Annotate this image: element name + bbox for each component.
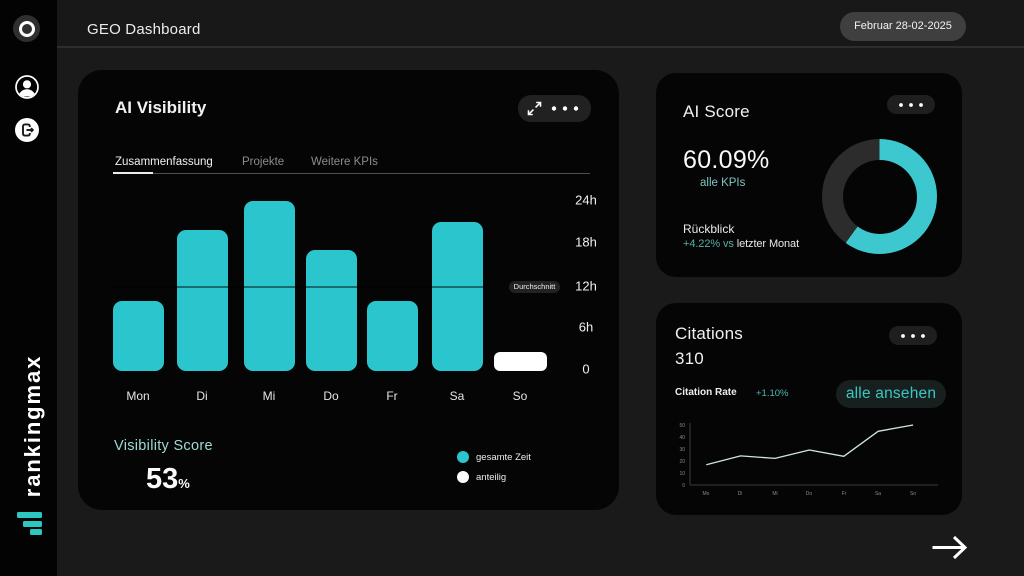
svg-text:Mi: Mi <box>772 491 777 497</box>
svg-text:Sa: Sa <box>875 491 881 497</box>
svg-text:50: 50 <box>679 423 685 429</box>
svg-text:0: 0 <box>682 483 685 489</box>
svg-text:So: So <box>910 491 916 497</box>
svg-text:Mo: Mo <box>703 491 710 497</box>
svg-text:Do: Do <box>806 491 813 497</box>
svg-text:Di: Di <box>738 491 743 497</box>
svg-text:40: 40 <box>679 435 685 441</box>
svg-text:20: 20 <box>679 459 685 465</box>
svg-text:30: 30 <box>679 447 685 453</box>
svg-text:Fr: Fr <box>842 491 847 497</box>
svg-text:10: 10 <box>679 471 685 477</box>
